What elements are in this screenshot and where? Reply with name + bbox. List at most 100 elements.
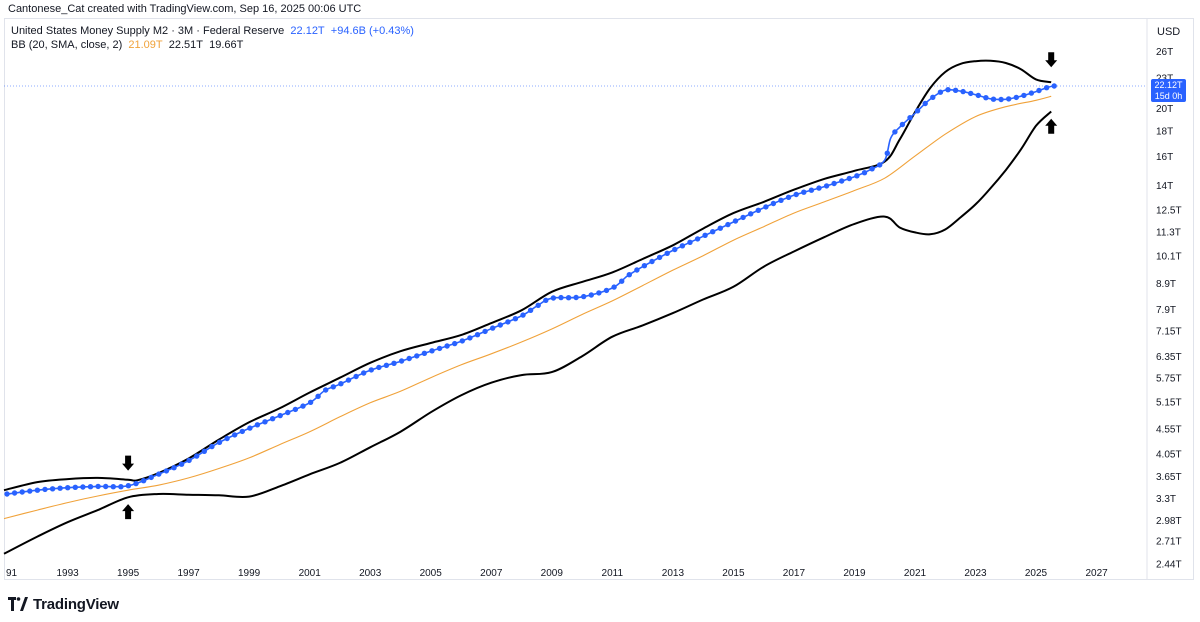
quarterly-data-point bbox=[512, 316, 519, 322]
indicator-name: BB (20, SMA, close, 2) bbox=[11, 39, 123, 51]
price-axis-tick-label: 6.35T bbox=[1156, 352, 1182, 363]
arrow-up-icon[interactable] bbox=[122, 504, 135, 520]
quarterly-data-point bbox=[877, 162, 883, 168]
quarterly-data-point bbox=[846, 175, 852, 182]
quarterly-data-point bbox=[429, 348, 435, 354]
quarterly-data-point bbox=[968, 90, 974, 97]
quarterly-data-point bbox=[4, 491, 10, 497]
quarterly-data-point bbox=[421, 350, 428, 356]
quarterly-data-point bbox=[710, 229, 716, 235]
quarterly-data-point bbox=[611, 284, 617, 290]
quarterly-data-point bbox=[95, 483, 101, 490]
quarterly-data-point bbox=[178, 461, 185, 467]
quarterly-data-point bbox=[269, 416, 276, 422]
quarterly-data-point bbox=[892, 129, 898, 135]
quarterly-data-point bbox=[839, 178, 845, 184]
quarterly-data-point bbox=[376, 364, 382, 371]
quarterly-data-point bbox=[436, 345, 443, 352]
last-price-badge: 22.12T 15d 0h bbox=[1151, 79, 1186, 102]
price-axis-tick-label: 2.44T bbox=[1156, 559, 1182, 570]
quarterly-data-point bbox=[816, 185, 822, 191]
quarterly-data-point bbox=[1006, 96, 1012, 102]
price-axis-tick-label: 5.75T bbox=[1156, 374, 1182, 385]
arrow-up-icon[interactable] bbox=[1045, 118, 1058, 134]
quarterly-data-point bbox=[27, 488, 33, 494]
tradingview-logo: TradingView bbox=[8, 594, 119, 614]
quarterly-data-point bbox=[626, 272, 632, 278]
quarterly-data-point bbox=[755, 207, 761, 213]
price-axis-tick-label: 3.3T bbox=[1156, 494, 1176, 505]
quarterly-data-point bbox=[823, 183, 830, 189]
quarterly-data-point bbox=[72, 484, 79, 490]
quarterly-data-point bbox=[884, 150, 890, 156]
quarterly-data-point bbox=[732, 218, 739, 224]
time-axis-tick-label: 2003 bbox=[359, 568, 382, 579]
quarterly-data-point bbox=[672, 246, 678, 253]
price-axis-tick-label: 2.98T bbox=[1156, 516, 1182, 527]
quarterly-data-point bbox=[292, 406, 299, 413]
quarterly-data-point bbox=[581, 293, 587, 300]
quarterly-data-point bbox=[209, 443, 215, 450]
quarterly-data-point bbox=[1051, 83, 1057, 89]
quarterly-data-point bbox=[619, 278, 625, 284]
time-axis-tick-label: 2001 bbox=[299, 568, 322, 579]
currency-label[interactable]: USD bbox=[1157, 26, 1181, 38]
price-axis-tick-label: 11.3T bbox=[1156, 227, 1181, 238]
quarterly-data-point bbox=[353, 373, 359, 380]
quarterly-data-point bbox=[103, 483, 109, 490]
quarterly-data-point bbox=[535, 302, 541, 308]
time-axis-tick-label: 2021 bbox=[904, 568, 927, 579]
quarterly-data-point bbox=[277, 412, 283, 419]
brand-name: TradingView bbox=[33, 595, 119, 613]
arrow-down-icon[interactable] bbox=[122, 455, 135, 471]
quarterly-data-point bbox=[914, 108, 921, 114]
quarterly-data-point bbox=[1043, 85, 1050, 91]
attribution-text: Cantonese_Cat created with TradingView.c… bbox=[8, 3, 362, 15]
symbol-legend[interactable]: United States Money Supply M2 · 3M · Fed… bbox=[11, 25, 414, 37]
price-axis-tick-label: 7.15T bbox=[1156, 327, 1182, 338]
quarterly-data-point bbox=[87, 484, 94, 490]
quarterly-data-point bbox=[990, 96, 997, 102]
quarterly-data-point bbox=[414, 353, 420, 359]
indicator-legend[interactable]: BB (20, SMA, close, 2) 21.09T 22.51T 19.… bbox=[11, 39, 243, 51]
quarterly-data-point bbox=[550, 295, 557, 301]
chart-frame[interactable] bbox=[4, 18, 1194, 580]
price-axis-tick-label: 12.5T bbox=[1156, 206, 1182, 217]
price-axis-tick-label: 7.9T bbox=[1156, 305, 1176, 316]
last-price-label: 22.12T bbox=[1154, 80, 1183, 90]
quarterly-data-point bbox=[156, 471, 162, 477]
time-axis-tick-label: 2017 bbox=[783, 568, 806, 579]
price-axis-tick-label: 3.65T bbox=[1156, 472, 1182, 483]
quarterly-data-point bbox=[740, 214, 746, 221]
quarterly-data-point bbox=[770, 200, 777, 207]
symbol-name: United States Money Supply M2 · 3M · Fed… bbox=[11, 25, 285, 37]
quarterly-data-point bbox=[565, 295, 572, 301]
time-axis-tick-label: 2005 bbox=[420, 568, 443, 579]
change-value: +94.6B (+0.43%) bbox=[330, 25, 414, 37]
quarterly-data-point bbox=[163, 468, 170, 474]
price-axis-tick-label: 4.55T bbox=[1156, 424, 1182, 435]
quarterly-data-point bbox=[42, 486, 48, 493]
quarterly-data-point bbox=[679, 243, 686, 249]
quarterly-data-point bbox=[300, 403, 306, 409]
quarterly-data-point bbox=[239, 428, 245, 435]
price-axis-tick-label: 4.05T bbox=[1156, 450, 1182, 461]
time-axis-tick-label: 2011 bbox=[602, 568, 624, 579]
quarterly-data-point bbox=[656, 254, 663, 261]
quarterly-data-point bbox=[998, 96, 1004, 103]
quarterly-data-point bbox=[793, 191, 799, 198]
quarterly-data-point bbox=[201, 448, 207, 454]
quarterly-data-point bbox=[520, 312, 526, 318]
quarterly-data-point bbox=[664, 250, 670, 256]
quarterly-data-point bbox=[19, 489, 25, 495]
quarterly-data-point bbox=[899, 121, 906, 128]
quarterly-data-point bbox=[861, 170, 868, 176]
arrow-down-icon[interactable] bbox=[1045, 52, 1058, 68]
quarterly-data-point bbox=[907, 115, 913, 121]
time-axis-tick-label: 2025 bbox=[1025, 568, 1048, 579]
price-axis-tick-label: 20T bbox=[1156, 104, 1173, 115]
last-value: 22.12T bbox=[290, 25, 325, 37]
quarterly-data-point bbox=[763, 204, 769, 210]
price-axis-tick-label: 18T bbox=[1156, 127, 1173, 138]
